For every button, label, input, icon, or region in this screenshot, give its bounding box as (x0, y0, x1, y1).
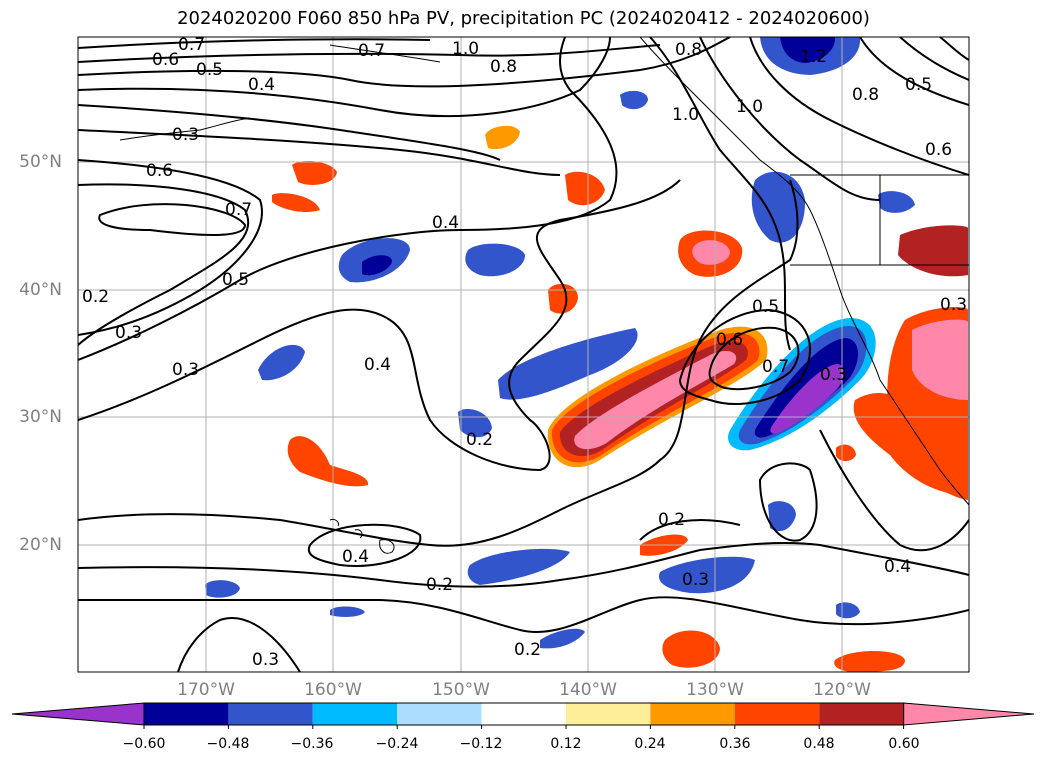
contour-label: 0.6 (152, 50, 179, 70)
colorbar-tick-label: −0.48 (206, 736, 250, 752)
colorbar-tick-label: 0.48 (803, 736, 835, 752)
lon-tick-label: 130°W (686, 680, 744, 700)
contour-label: 1.0 (452, 39, 479, 59)
colorbar-tick-label: 0.12 (550, 736, 582, 752)
colorbar-tick-label: 0.36 (719, 736, 751, 752)
contour-label: 0.2 (658, 510, 685, 530)
lon-tick-label: 160°W (304, 680, 362, 700)
map-title: 2024020200 F060 850 hPa PV, precipitatio… (177, 8, 870, 29)
contour-label: 1.2 (800, 47, 827, 67)
contour-label: 1.0 (736, 97, 763, 117)
contour-label: 0.5 (752, 297, 779, 317)
lat-tick-label: 50°N (19, 152, 62, 172)
colorbar-tick-label: −0.12 (459, 736, 503, 752)
colorbar-tick-label: −0.24 (375, 736, 419, 752)
contour-label: 0.6 (925, 140, 952, 160)
contour-label: 0.5 (905, 75, 932, 95)
contour-label: 0.3 (252, 650, 279, 670)
contour-label: 0.3 (682, 570, 709, 590)
contour-label: 0.3 (940, 295, 967, 315)
lat-tick-label: 20°N (19, 535, 62, 555)
colorbar-tick-label: 0.24 (634, 736, 666, 752)
lon-tick-label: 150°W (432, 680, 490, 700)
contour-label: 0.5 (222, 270, 249, 290)
contour-label: 0.4 (432, 213, 459, 233)
lon-tick-label: 170°W (177, 680, 235, 700)
contour-label: 0.3 (115, 323, 142, 343)
contour-label: 0.2 (514, 640, 541, 660)
colorbar-tick-label: −0.60 (122, 736, 166, 752)
contour-label: 0.3 (172, 360, 199, 380)
lat-tick-label: 40°N (19, 280, 62, 300)
contour-label: 0.5 (196, 60, 223, 80)
coastlines (119, 37, 969, 554)
contour-label-group: 0.7 0.6 0.5 0.4 0.3 0.6 0.7 0.5 0.2 0.3 … (82, 35, 967, 670)
contour-label: 0.7 (762, 357, 789, 377)
contour-label: 0.7 (358, 41, 385, 61)
contour-label: 0.8 (852, 85, 879, 105)
contour-label: 0.4 (248, 75, 275, 95)
contour-label: 0.3 (820, 365, 847, 385)
map-frame (77, 36, 970, 673)
contour-label: 0.8 (490, 57, 517, 77)
contour-label: 0.7 (178, 35, 205, 55)
contour-label: 0.3 (172, 125, 199, 145)
contour-label: 0.7 (225, 200, 252, 220)
contour-label: 0.4 (884, 557, 911, 577)
contour-label: 0.2 (82, 287, 109, 307)
contour-label: 0.2 (466, 430, 493, 450)
contour-label: 1.0 (672, 105, 699, 125)
lat-tick-label: 30°N (19, 407, 62, 427)
contour-label: 0.2 (426, 575, 453, 595)
pv-contours (78, 37, 969, 672)
contour-label: 0.6 (146, 161, 173, 181)
colorbar-tick-label: −0.36 (290, 736, 334, 752)
contour-label: 0.6 (716, 330, 743, 350)
contour-label: 0.4 (342, 547, 369, 567)
lon-tick-label: 120°W (813, 680, 871, 700)
contour-label: 0.8 (675, 40, 702, 60)
lon-tick-label: 140°W (559, 680, 617, 700)
colorbar-tick-label: 0.60 (888, 736, 920, 752)
contour-label: 0.4 (364, 355, 391, 375)
